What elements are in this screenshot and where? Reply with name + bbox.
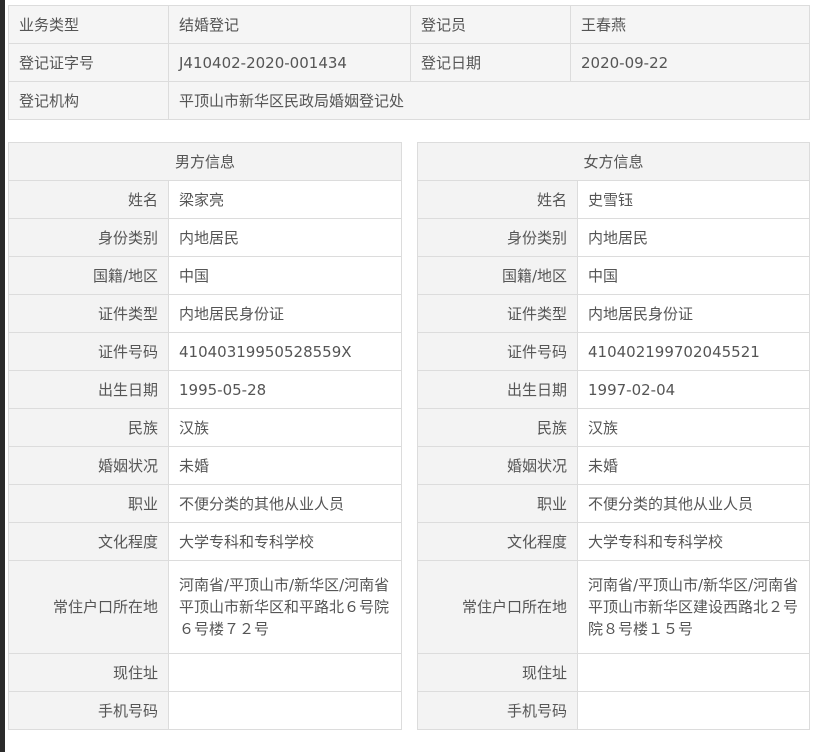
male-field-label: 证件类型 — [8, 294, 169, 333]
org-value: 平顶山市新华区民政局婚姻登记处 — [168, 81, 810, 120]
female-field-label: 证件类型 — [417, 294, 578, 333]
table-row: 出生日期 1997-02-04 — [417, 370, 811, 409]
male-field-value: 1995-05-28 — [167, 370, 403, 409]
female-field-value: 未婚 — [576, 446, 811, 485]
table-row: 身份类别 内地居民 — [417, 218, 811, 257]
male-field-label: 手机号码 — [8, 691, 169, 730]
table-row: 常住户口所在地 河南省/平顶山市/新华区/河南省平顶山市新华区建设西路北２号院８号… — [417, 560, 811, 654]
male-field-label: 证件号码 — [8, 332, 169, 371]
male-field-label: 姓名 — [8, 180, 169, 219]
table-row: 国籍/地区 中国 — [8, 256, 403, 295]
table-row: 文化程度 大学专科和专科学校 — [8, 522, 403, 561]
female-field-label: 婚姻状况 — [417, 446, 578, 485]
female-field-label: 国籍/地区 — [417, 256, 578, 295]
table-row: 证件类型 内地居民身份证 — [8, 294, 403, 333]
table-row: 常住户口所在地 河南省/平顶山市/新华区/河南省平顶山市新华区和平路北６号院６号楼… — [8, 560, 403, 654]
male-field-value: 梁家亮 — [167, 180, 403, 219]
table-row: 登记证字号 J410402-2020-001434 登记日期 2020-09-2… — [8, 43, 810, 82]
table-row: 证件类型 内地居民身份证 — [417, 294, 811, 333]
business-type-label: 业务类型 — [8, 5, 169, 44]
male-field-label: 身份类别 — [8, 218, 169, 257]
female-field-value: 1997-02-04 — [576, 370, 811, 409]
male-field-label: 国籍/地区 — [8, 256, 169, 295]
female-field-value: 内地居民身份证 — [576, 294, 811, 333]
window-edge — [0, 0, 5, 752]
registration-summary-table: 业务类型 结婚登记 登记员 王春燕 登记证字号 J410402-2020-001… — [8, 5, 810, 120]
table-row: 手机号码 — [8, 691, 403, 730]
table-row: 业务类型 结婚登记 登记员 王春燕 — [8, 5, 810, 44]
table-row: 姓名 史雪钰 — [417, 180, 811, 219]
male-field-label: 现住址 — [8, 653, 169, 692]
female-field-label: 文化程度 — [417, 522, 578, 561]
male-field-value: 河南省/平顶山市/新华区/河南省平顶山市新华区和平路北６号院６号楼７２号 — [167, 560, 403, 654]
reg-date-value: 2020-09-22 — [570, 43, 810, 82]
table-row: 婚姻状况 未婚 — [417, 446, 811, 485]
male-field-label: 职业 — [8, 484, 169, 523]
female-field-value: 内地居民 — [576, 218, 811, 257]
male-info-title: 男方信息 — [7, 142, 403, 181]
male-field-value: 汉族 — [167, 408, 403, 447]
male-field-value: 大学专科和专科学校 — [167, 522, 403, 561]
table-row: 民族 汉族 — [417, 408, 811, 447]
female-field-value: 河南省/平顶山市/新华区/河南省平顶山市新华区建设西路北２号院８号楼１５号 — [576, 560, 811, 654]
male-field-label: 民族 — [8, 408, 169, 447]
table-row: 国籍/地区 中国 — [417, 256, 811, 295]
male-field-value — [167, 691, 403, 730]
female-field-value: 大学专科和专科学校 — [576, 522, 811, 561]
registrar-label: 登记员 — [410, 5, 571, 44]
male-field-value: 未婚 — [167, 446, 403, 485]
male-field-label: 常住户口所在地 — [8, 560, 169, 654]
female-field-value: 中国 — [576, 256, 811, 295]
female-info-title: 女方信息 — [416, 142, 811, 181]
male-info-table: 男方信息 姓名 梁家亮 身份类别 内地居民 国籍/地区 中国 证件类型 内地居民身份证 证件号码… — [7, 142, 403, 730]
male-field-value: 内地居民 — [167, 218, 403, 257]
male-field-label: 婚姻状况 — [8, 446, 169, 485]
male-field-label: 文化程度 — [8, 522, 169, 561]
table-row: 职业 不便分类的其他从业人员 — [8, 484, 403, 523]
female-field-label: 姓名 — [417, 180, 578, 219]
female-field-value — [576, 653, 811, 692]
female-field-label: 证件号码 — [417, 332, 578, 371]
table-row: 登记机构 平顶山市新华区民政局婚姻登记处 — [8, 81, 810, 120]
female-field-value: 410402199702045521 — [576, 332, 811, 371]
cert-no-label: 登记证字号 — [8, 43, 169, 82]
male-field-value: 41040319950528559X — [167, 332, 403, 371]
female-field-label: 民族 — [417, 408, 578, 447]
male-field-value: 中国 — [167, 256, 403, 295]
female-field-value: 汉族 — [576, 408, 811, 447]
female-field-value: 不便分类的其他从业人员 — [576, 484, 811, 523]
female-field-label: 身份类别 — [417, 218, 578, 257]
table-row: 婚姻状况 未婚 — [8, 446, 403, 485]
table-row: 姓名 梁家亮 — [8, 180, 403, 219]
org-label: 登记机构 — [8, 81, 169, 120]
table-row: 出生日期 1995-05-28 — [8, 370, 403, 409]
table-row: 职业 不便分类的其他从业人员 — [417, 484, 811, 523]
female-field-label: 职业 — [417, 484, 578, 523]
female-field-label: 现住址 — [417, 653, 578, 692]
table-row: 证件号码 410402199702045521 — [417, 332, 811, 371]
female-field-value — [576, 691, 811, 730]
table-row: 现住址 — [8, 653, 403, 692]
cert-no-value: J410402-2020-001434 — [168, 43, 411, 82]
male-field-value: 不便分类的其他从业人员 — [167, 484, 403, 523]
table-row: 民族 汉族 — [8, 408, 403, 447]
female-field-label: 常住户口所在地 — [417, 560, 578, 654]
male-field-value: 内地居民身份证 — [167, 294, 403, 333]
female-field-value: 史雪钰 — [576, 180, 811, 219]
business-type-value: 结婚登记 — [168, 5, 411, 44]
table-row: 手机号码 — [417, 691, 811, 730]
female-field-label: 出生日期 — [417, 370, 578, 409]
table-row: 现住址 — [417, 653, 811, 692]
table-row: 文化程度 大学专科和专科学校 — [417, 522, 811, 561]
male-field-label: 出生日期 — [8, 370, 169, 409]
table-row: 证件号码 41040319950528559X — [8, 332, 403, 371]
registrar-value: 王春燕 — [570, 5, 810, 44]
female-info-table: 女方信息 姓名 史雪钰 身份类别 内地居民 国籍/地区 中国 证件类型 内地居民身份证 证件号码… — [416, 142, 811, 730]
table-row: 身份类别 内地居民 — [8, 218, 403, 257]
reg-date-label: 登记日期 — [410, 43, 571, 82]
male-field-value — [167, 653, 403, 692]
female-field-label: 手机号码 — [417, 691, 578, 730]
